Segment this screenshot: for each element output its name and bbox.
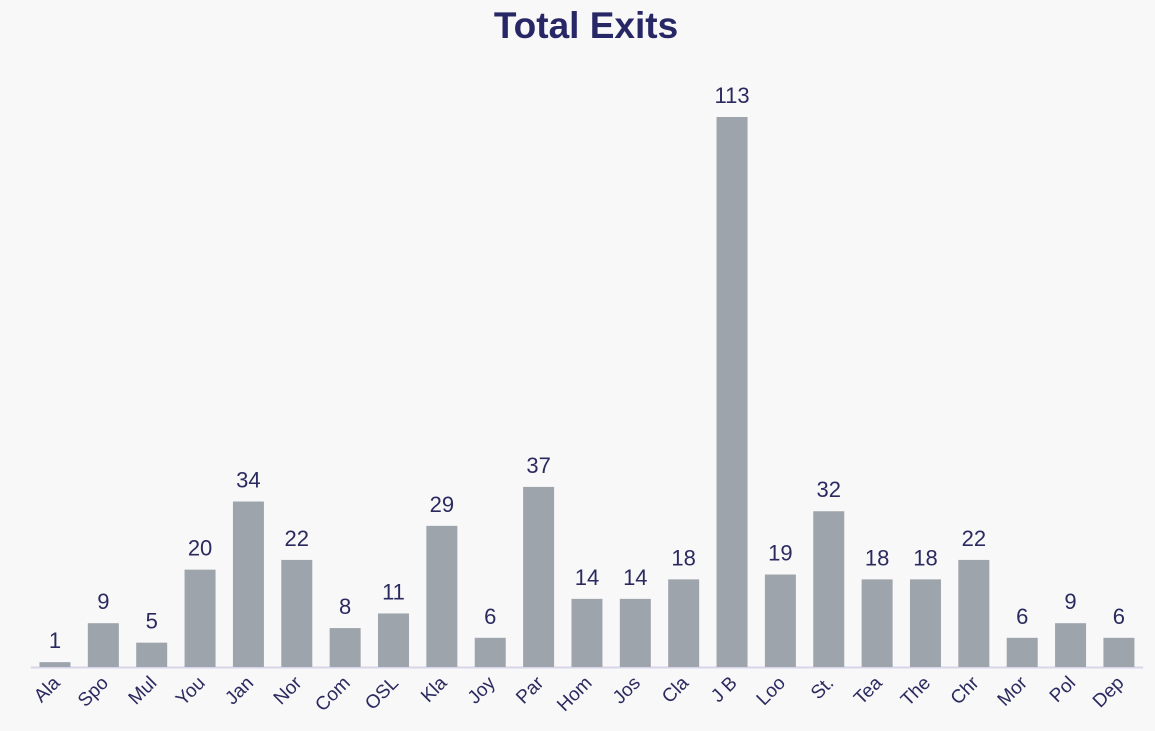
value-label: 18 — [671, 545, 695, 570]
bar — [716, 117, 748, 667]
value-label: 9 — [1064, 589, 1076, 614]
bar — [958, 559, 990, 667]
value-label: 22 — [962, 526, 986, 551]
value-label: 18 — [913, 545, 937, 570]
x-tick-label: OSL — [361, 673, 403, 715]
value-label: 9 — [97, 589, 109, 614]
x-tick-label: Chr — [947, 672, 984, 709]
x-tick-label: Kla — [417, 672, 452, 707]
value-label: 19 — [768, 541, 792, 566]
bar — [813, 511, 845, 667]
value-label: 34 — [236, 468, 260, 493]
x-tick-label: You — [172, 673, 210, 711]
bar — [619, 598, 651, 667]
chart-title: Total Exits — [494, 5, 678, 46]
bar — [474, 637, 506, 667]
x-tick-label: Com — [311, 673, 354, 716]
bar — [909, 579, 941, 667]
value-label: 6 — [484, 604, 496, 629]
value-label: 18 — [865, 545, 889, 570]
bar — [764, 574, 796, 667]
value-label: 29 — [430, 492, 454, 517]
x-tick-label: Pol — [1046, 673, 1080, 707]
x-tick-label: Dep — [1089, 673, 1128, 712]
value-label: 14 — [623, 565, 647, 590]
value-label: 20 — [188, 536, 212, 561]
x-tick-label: Jos — [609, 673, 645, 709]
x-tick-label: Hom — [553, 673, 596, 716]
value-label: 37 — [526, 453, 550, 478]
x-tick-label: Loo — [753, 673, 790, 710]
x-tick-label: Tea — [850, 672, 887, 709]
value-label: 5 — [146, 609, 158, 634]
bar — [87, 623, 119, 667]
x-tick-label: Joy — [464, 672, 500, 708]
bar — [426, 525, 458, 667]
x-tick-label: Mor — [994, 672, 1032, 710]
value-label: 113 — [714, 83, 749, 108]
bar — [668, 579, 700, 667]
x-tick-label: St. — [807, 673, 838, 704]
bar — [136, 642, 168, 667]
x-tick-label: Ala — [30, 672, 65, 707]
x-tick-label: J B — [707, 673, 741, 707]
value-label: 14 — [575, 565, 599, 590]
bar — [523, 486, 555, 667]
x-tick-label: The — [897, 673, 935, 711]
value-label: 6 — [1113, 604, 1125, 629]
bar — [232, 501, 264, 667]
bar — [861, 579, 893, 667]
value-label: 11 — [382, 579, 405, 604]
x-tick-label: Cla — [658, 672, 693, 707]
x-tick-label: Spo — [74, 673, 113, 712]
value-label: 1 — [49, 628, 61, 653]
bar — [281, 559, 313, 667]
value-label: 6 — [1016, 604, 1028, 629]
value-label: 32 — [817, 477, 841, 502]
value-label: 22 — [285, 526, 309, 551]
bar — [184, 569, 216, 667]
x-tick-label: Jan — [221, 673, 258, 710]
value-label: 8 — [339, 594, 351, 619]
x-tick-label: Mul — [125, 673, 162, 710]
bar — [1055, 623, 1087, 667]
bar — [329, 628, 361, 667]
bar — [1006, 637, 1038, 667]
bar — [39, 662, 71, 667]
bar — [1103, 637, 1135, 667]
bar — [378, 613, 410, 667]
x-tick-label: Par — [512, 672, 548, 708]
x-tick-label: Nor — [270, 672, 307, 709]
bar — [571, 598, 603, 667]
